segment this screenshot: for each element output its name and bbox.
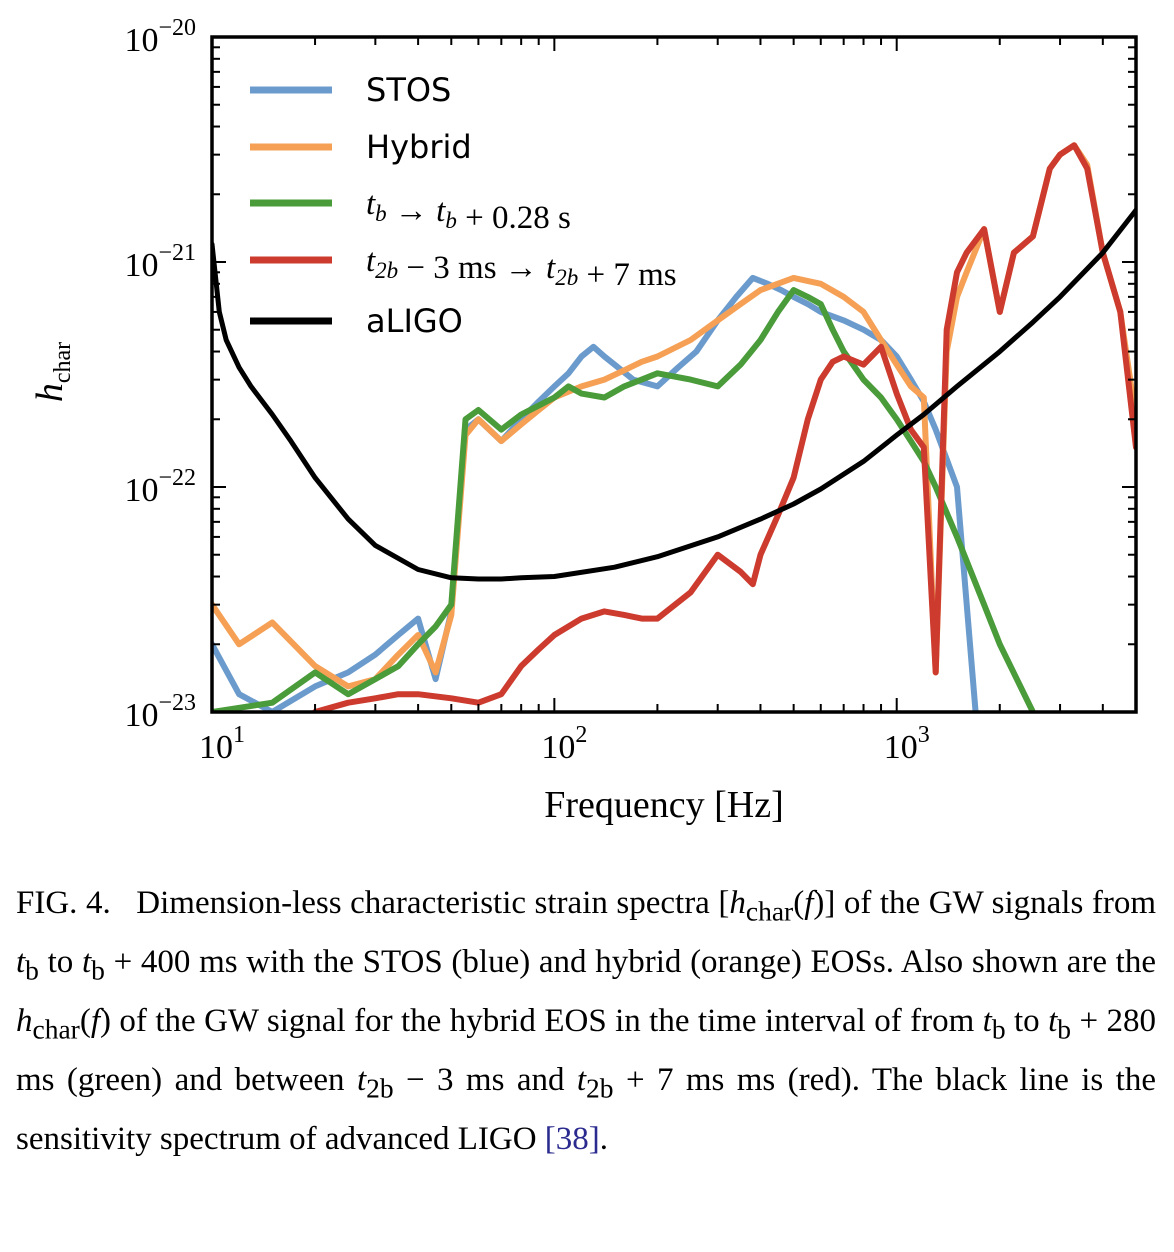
y-tick-label: 10−22 (124, 465, 196, 509)
chart-figure: 101 102 103 10−23 10−22 10−21 10−20 STOS Hybrid… (29, 15, 1138, 826)
series-line-4 (212, 207, 1136, 582)
y-axis-label-main: h (29, 383, 71, 402)
caption-hchar: h (729, 885, 746, 921)
svg-text:hchar: hchar (29, 342, 76, 402)
x-tick-label: 101 (199, 722, 245, 766)
legend-label-2: tb → tb + 0.28 s (366, 186, 571, 236)
x-tick-label: 103 (884, 722, 930, 766)
legend: STOS Hybrid tb → tb + 0.28 s t2b − 3 ms → t… (250, 71, 677, 340)
series-layer (212, 142, 1136, 712)
legend-label-0: STOS (366, 71, 451, 109)
series-line-2 (212, 287, 1036, 712)
figure-caption: FIG. 4. Dimension-less characteristic st… (16, 885, 1156, 1158)
y-tick-label: 10−20 (124, 15, 196, 59)
x-axis-label: Frequency [Hz] (544, 784, 784, 826)
legend-label-4: aLIGO (366, 302, 463, 340)
plot-frame (210, 35, 1138, 714)
y-tick-label: 10−21 (124, 240, 196, 284)
legend-label-3: t2b − 3 ms → t2b + 7 ms (366, 243, 677, 293)
y-axis-label-sub: char (50, 342, 76, 383)
caption-f-close: )] (813, 885, 836, 921)
caption-f-open: ( (793, 885, 805, 921)
caption-citation: [38] (544, 1121, 600, 1158)
caption-hchar-sub: char (745, 895, 794, 927)
caption-text-1: Dimension-less characteristic strain spe… (136, 885, 730, 921)
caption-label: FIG. 4. (16, 885, 111, 921)
caption-text-2: of the GW signals from (835, 885, 1156, 921)
x-tick-label: 102 (541, 722, 587, 766)
caption-f-var: f (804, 885, 814, 921)
y-axis-label: hchar (29, 342, 76, 402)
ticks-layer: 101 102 103 10−23 10−22 10−21 10−20 (124, 15, 1137, 766)
y-tick-label: 10−23 (124, 690, 196, 734)
series-line-3 (312, 142, 1136, 712)
legend-label-1: Hybrid (366, 128, 472, 166)
